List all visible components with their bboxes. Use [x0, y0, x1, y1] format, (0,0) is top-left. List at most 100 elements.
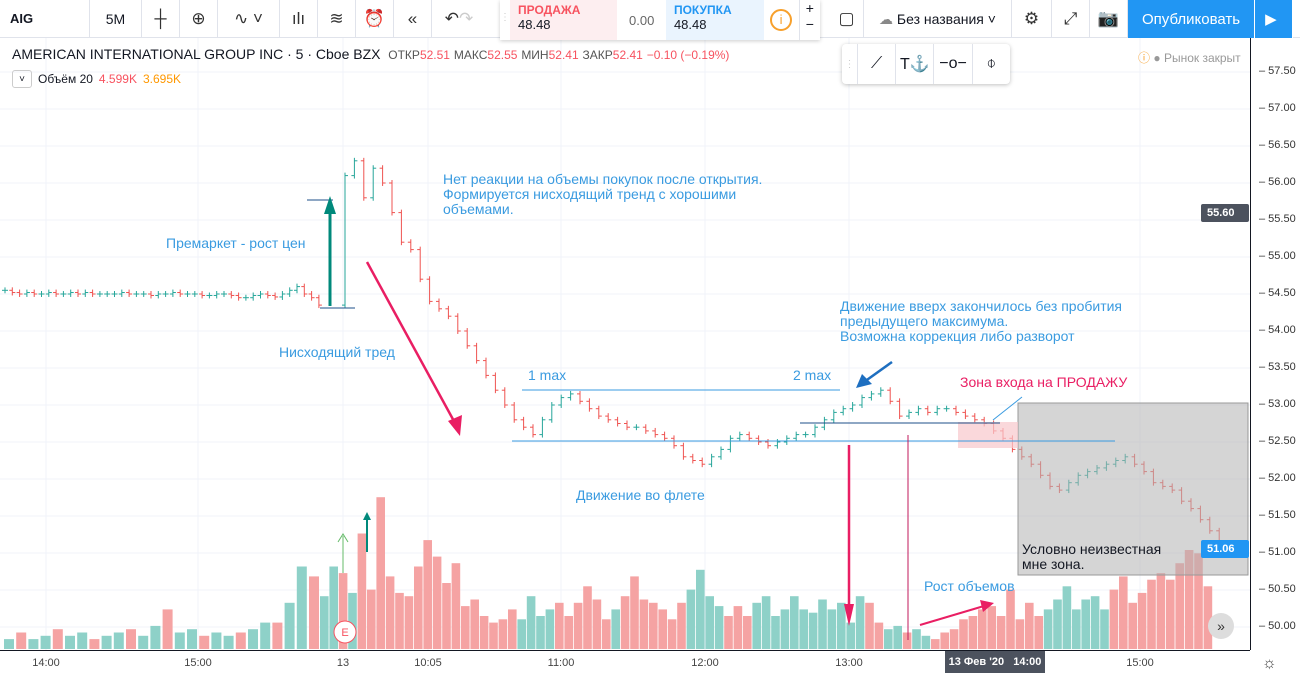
volume-bar: [583, 586, 592, 649]
volume-bar: [996, 616, 1006, 649]
alert-icon[interactable]: ⏰: [356, 0, 394, 38]
note-no-reaction: объемами.: [443, 201, 514, 217]
volume-bar: [296, 566, 307, 649]
volume-bar: [1156, 573, 1166, 649]
volume-bar: [987, 606, 996, 649]
quantity-minus[interactable]: −: [805, 16, 814, 32]
collapse-chevron-icon[interactable]: ˅: [12, 70, 32, 88]
scroll-to-realtime-button[interactable]: [1208, 613, 1234, 639]
chart-canvas[interactable]: E Нет реакции на объемы покупок после от…: [0, 38, 1250, 650]
note-unknown-zone: мне зона.: [1022, 556, 1085, 572]
volume-bar: [545, 609, 555, 649]
settings-gear-icon[interactable]: ⚙: [1012, 0, 1052, 38]
note-up-move: предыдущего максимума.: [840, 313, 1008, 329]
volume-bar: [724, 616, 733, 649]
volume-bar: [89, 639, 100, 649]
volume-bar: [385, 576, 395, 649]
volume-bar: [470, 599, 479, 649]
volume-bar: [248, 629, 258, 649]
market-status: ⓘ ● Рынок закрыт: [1138, 51, 1241, 65]
price-label: – 50.50: [1259, 583, 1296, 595]
layout-menu[interactable]: ☁ Без названия ˅: [864, 0, 1012, 38]
symbol-legend: AMERICAN INTERNATIONAL GROUP INC · 5 · C…: [12, 46, 729, 62]
compare-icon[interactable]: ⊕: [180, 0, 218, 38]
price-label: – 54.50: [1259, 287, 1296, 299]
time-label: 13: [336, 657, 350, 669]
settings-sun-icon[interactable]: ☼: [1262, 655, 1277, 672]
volume-bar: [1006, 589, 1015, 649]
financials-icon[interactable]: ılı: [280, 0, 318, 38]
high-label: МАКС: [453, 48, 488, 62]
symbol-search[interactable]: AIG: [0, 0, 90, 38]
volume-bar: [733, 606, 743, 649]
rectangle-icon[interactable]: ▢: [830, 0, 864, 38]
volume-bar: [602, 619, 611, 649]
quantity-plus[interactable]: +: [805, 0, 814, 16]
note-up-move: Движение вверх закончилось без пробития: [840, 298, 1122, 314]
price-label: – 51.50: [1259, 509, 1296, 521]
bar-type-icon[interactable]: ┼: [142, 0, 180, 38]
play-icon[interactable]: ▶: [1255, 0, 1294, 38]
volume-bar: [423, 540, 432, 649]
volume-bar: [126, 629, 136, 649]
volume-bar: [451, 563, 461, 649]
publish-button[interactable]: Опубликовать: [1128, 0, 1256, 38]
buy-button[interactable]: ПОКУПКА 48.48: [665, 0, 764, 40]
fullscreen-icon[interactable]: ⤢: [1052, 0, 1090, 38]
volume-bar: [508, 609, 517, 649]
volume-bar: [1128, 602, 1137, 649]
volume-bar: [404, 596, 414, 649]
spread: 0.00: [629, 12, 655, 28]
volume-bar: [780, 609, 790, 649]
volume-bar: [272, 622, 283, 649]
note-flat: Движение во флете: [576, 487, 705, 503]
volume-growth-arrow[interactable]: [919, 605, 985, 626]
price-label: – 56.50: [1259, 139, 1296, 151]
interval-button[interactable]: 5M: [90, 0, 142, 38]
zone-pointer[interactable]: [992, 396, 1023, 421]
volume-bar: [199, 635, 210, 649]
replay-icon[interactable]: «: [394, 0, 432, 38]
volume-bar: [846, 622, 855, 649]
volume-bar: [211, 632, 222, 649]
volume-bar: [235, 632, 246, 649]
volume-bar: [1043, 609, 1053, 649]
drag-handle-icon[interactable]: ⋮: [500, 12, 510, 23]
drag-handle-icon[interactable]: ⋮: [844, 58, 855, 70]
volume-ma-value: 3.695K: [142, 72, 182, 86]
volume-bar: [649, 602, 658, 649]
anchored-text-icon[interactable]: T⚓: [895, 44, 933, 84]
sell-zone-box[interactable]: [958, 422, 1018, 448]
volume-legend: ˅ Объём 20 4.599K 3.695K: [12, 70, 181, 88]
volume-bar: [1081, 599, 1090, 649]
max2-arrow[interactable]: [863, 360, 893, 384]
price-label: – 55.50: [1259, 213, 1296, 225]
time-axis[interactable]: ☼ 14:00 15:00 13 10:05 11:00 12:00 13:00 15:00 13…: [0, 650, 1277, 680]
volume-bar: [40, 635, 51, 649]
cloud-icon: ☁: [879, 10, 897, 27]
change-value: −0.10 (−0.19%): [646, 48, 730, 62]
horizontal-ray-icon[interactable]: −o−: [933, 44, 971, 84]
indicators-icon[interactable]: ∿ ˅: [218, 0, 280, 38]
volume-bar: [874, 622, 884, 649]
open-label: ОТКР: [388, 48, 420, 62]
price-label: – 57.00: [1259, 102, 1296, 114]
price-label: – 56.00: [1259, 176, 1296, 188]
earnings-badge[interactable]: [333, 620, 357, 644]
trend-line-icon[interactable]: ⟋: [856, 44, 895, 84]
downtrend-arrow[interactable]: [365, 261, 457, 424]
vertical-line-icon[interactable]: ⌽: [971, 44, 1010, 84]
undo-icon[interactable]: ↶ ↷: [444, 8, 474, 28]
volume-bar: [592, 599, 602, 649]
volume-bar: [761, 596, 771, 649]
volume-bar: [968, 616, 978, 649]
price-axis[interactable]: – 57.50 – 57.00 – 56.50 – 56.00 – 55.50 – 55.…: [1201, 38, 1300, 650]
camera-icon[interactable]: 📷: [1090, 0, 1128, 38]
info-icon[interactable]: i: [770, 9, 793, 31]
volume-bar: [658, 609, 667, 649]
volume-bar: [1166, 579, 1175, 649]
templates-icon[interactable]: ≋: [318, 0, 356, 38]
volume-bar: [395, 592, 404, 649]
volume-bar: [1184, 550, 1194, 649]
sell-button[interactable]: ПРОДАЖА 48.48: [510, 0, 618, 40]
